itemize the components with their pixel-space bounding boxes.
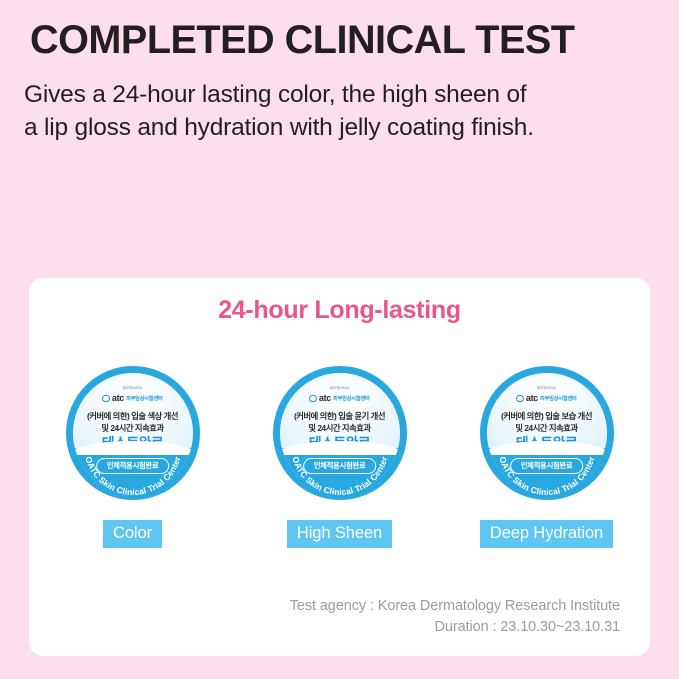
circle-o-icon [309,394,317,403]
badge-item: ㈜오앤씨티씨 atc 피부임상시험센터 (커버에 의한) 입술 윤기 개선 및 … [247,366,432,548]
seal-logo-text: atc [318,393,331,403]
seal-claim-line-1: (커버에 의한) 입술 보습 개선 [500,411,593,421]
seal-pill-badge: 인체적용시험완료 [302,458,377,474]
seal-logo-text: atc [111,393,124,403]
seal-logo: atc 피부임상시험센터 [73,394,193,403]
seal-bottom-band [279,441,400,493]
certification-seal: ㈜오앤씨티씨 atc 피부임상시험센터 (커버에 의한) 입술 색상 개선 및 … [65,366,200,500]
seal-claim-line-2: 및 24시간 지속효과 [515,423,578,433]
seal-tiny-top-text: ㈜오앤씨티씨 [536,386,557,390]
circle-o-icon [102,394,110,403]
card-title: 24-hour Long-lasting [218,296,461,324]
badge-label-chip[interactable]: Deep Hydration [479,520,614,548]
seal-claim-line-1: (커버에 의한) 입술 윤기 개선 [293,411,386,421]
seal-inner-disc: ㈜오앤씨티씨 atc 피부임상시험센터 (커버에 의한) 입술 보습 개선 및 … [486,373,607,493]
page-subtitle: Gives a 24-hour lasting color, the high … [24,78,534,144]
seal-logo-kr-text: 피부임상시험센터 [333,395,370,402]
seal-logo-text: atc [525,393,538,403]
seal-inner-disc: ㈜오앤씨티씨 atc 피부임상시험센터 (커버에 의한) 입술 색상 개선 및 … [72,373,193,493]
subtitle-line-1: Gives a 24-hour lasting color, the high … [24,81,527,108]
footnote-duration: Duration : 23.10.30~23.10.31 [434,619,621,635]
circle-o-icon [516,394,524,403]
seal-logo: atc 피부임상시험센터 [487,394,607,403]
seal-bottom-band [486,441,607,493]
badge-item: ㈜오앤씨티씨 atc 피부임상시험센터 (커버에 의한) 입술 보습 개선 및 … [454,366,639,548]
seal-logo: atc 피부임상시험센터 [280,394,400,403]
subtitle-line-2: a lip gloss and hydration with jelly coa… [24,114,534,141]
badge-item: ㈜오앤씨티씨 atc 피부임상시험센터 (커버에 의한) 입술 색상 개선 및 … [40,366,225,548]
page-title: COMPLETED CLINICAL TEST [30,18,575,62]
seal-logo-kr-text: 피부임상시험센터 [126,395,163,402]
seal-claim-line-1: (커버에 의한) 입술 색상 개선 [86,411,179,421]
seal-tiny-top-text: ㈜오앤씨티씨 [122,386,143,390]
seal-band-curve [279,441,400,455]
seal-logo-kr-text: 피부임상시험센터 [540,395,577,402]
clinical-test-card: 24-hour Long-lasting ㈜오앤씨티씨 atc 피부임상시험센터… [29,278,650,656]
badge-label-chip[interactable]: Color [103,520,162,548]
seal-inner-disc: ㈜오앤씨티씨 atc 피부임상시험센터 (커버에 의한) 입술 윤기 개선 및 … [279,373,400,493]
footnote: Test agency : Korea Dermatology Research… [290,596,620,638]
seal-claim-line-2: 및 24시간 지속효과 [101,423,164,433]
certification-seal: ㈜오앤씨티씨 atc 피부임상시험센터 (커버에 의한) 입술 보습 개선 및 … [479,366,614,500]
seal-pill-badge: 인체적용시험완료 [509,458,584,474]
badge-row: ㈜오앤씨티씨 atc 피부임상시험센터 (커버에 의한) 입술 색상 개선 및 … [29,366,650,548]
badge-label-chip[interactable]: High Sheen [286,520,393,548]
seal-claim-line-2: 및 24시간 지속효과 [308,423,371,433]
certification-seal: ㈜오앤씨티씨 atc 피부임상시험센터 (커버에 의한) 입술 윤기 개선 및 … [272,366,407,500]
seal-tiny-top-text: ㈜오앤씨티씨 [329,386,350,390]
footnote-test-agency: Test agency : Korea Dermatology Research… [289,598,620,614]
seal-bottom-band [72,441,193,493]
seal-band-curve [486,441,607,455]
seal-band-curve [72,441,193,455]
seal-pill-badge: 인체적용시험완료 [95,458,170,474]
